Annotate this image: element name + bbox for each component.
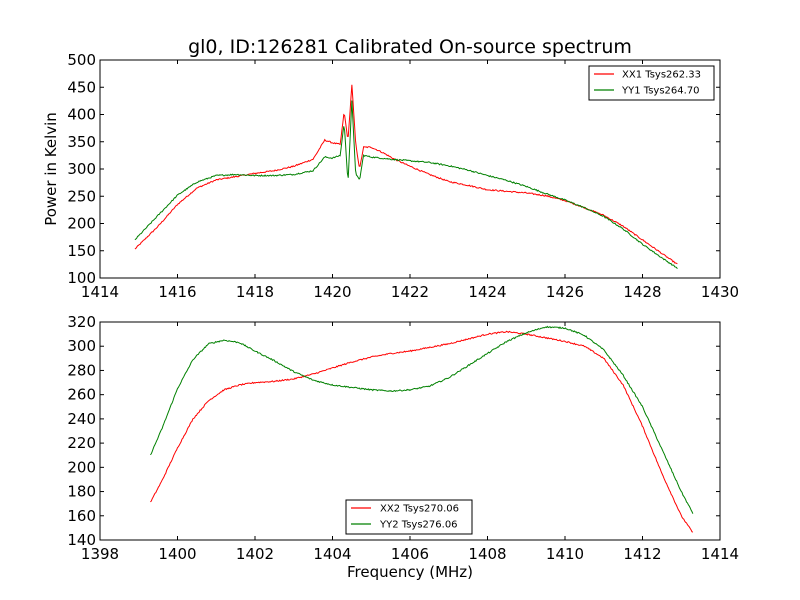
top-chart-title: gl0, ID:126281 Calibrated On-source spec… — [188, 36, 632, 58]
top-series-line-2 — [134, 100, 678, 270]
bottom-y-tick-label: 240 — [67, 410, 96, 428]
top-y-tick-label: 300 — [67, 160, 96, 178]
top-y-tick-label: 250 — [67, 187, 96, 205]
top-legend-yy1-label: YY1 Tsys264.70 — [621, 86, 700, 97]
bottom-series-line-2 — [150, 325, 694, 514]
bottom-panel: 1398 1400 1402 1404 1406 1408 1410 1412 1414 140 1… — [67, 313, 739, 581]
bottom-plot-frame — [99, 321, 721, 541]
bottom-legend: XX2 Tsys270.06 YY2 Tsys276.06 — [345, 499, 473, 535]
top-y-tick-label: 200 — [67, 215, 96, 233]
top-plot-frame — [99, 59, 721, 279]
top-y-tick-label: 500 — [67, 51, 96, 69]
top-legend-box — [588, 65, 715, 101]
top-x-tick-label: 1428 — [623, 283, 661, 301]
top-x-tick-label: 1420 — [313, 283, 351, 301]
bottom-legend-xx2-label: XX2 Tsys270.06 — [380, 504, 459, 515]
bottom-y-tick-label: 320 — [67, 313, 96, 331]
bottom-series-line-1 — [150, 330, 694, 533]
top-x-tick-label: 1422 — [391, 283, 429, 301]
bottom-x-tick-label: 1398 — [81, 545, 119, 563]
bottom-plot-area: 1398 1400 1402 1404 1406 1408 1410 1412 1414 140 1… — [67, 313, 739, 563]
top-x-tick-label: 1416 — [158, 283, 196, 301]
bottom-legend-yy2-label: YY2 Tsys276.06 — [379, 520, 458, 531]
bottom-y-tick-label: 160 — [67, 507, 96, 525]
bottom-x-tick-label: 1404 — [313, 545, 351, 563]
top-plot-area: 1414 1416 1418 1420 1422 1424 1426 1428 1430 100 1… — [67, 51, 739, 301]
top-y-tick-label: 100 — [67, 269, 96, 287]
bottom-x-tick-label: 1402 — [236, 545, 274, 563]
bottom-y-tick-label: 280 — [67, 361, 96, 379]
bottom-y-tick-label: 220 — [67, 434, 96, 452]
bottom-x-tick-label: 1414 — [701, 545, 739, 563]
top-legend: XX1 Tsys262.33 YY1 Tsys264.70 — [588, 65, 715, 101]
top-y-axis-label: Power in Kelvin — [42, 112, 60, 226]
bottom-y-tick-label: 200 — [67, 458, 96, 476]
bottom-x-tick-label: 1406 — [391, 545, 429, 563]
top-x-tick-label: 1430 — [701, 283, 739, 301]
top-legend-xx1-label: XX1 Tsys262.33 — [622, 70, 701, 81]
bottom-y-tick-label: 260 — [67, 386, 96, 404]
bottom-y-tick-label: 140 — [67, 531, 96, 549]
bottom-x-tick-label: 1400 — [158, 545, 196, 563]
top-y-tick-label: 150 — [67, 242, 96, 260]
bottom-x-axis-label: Frequency (MHz) — [347, 563, 473, 581]
top-y-tick-label: 450 — [67, 78, 96, 96]
bottom-y-tick-label: 180 — [67, 483, 96, 501]
bottom-x-tick-label: 1408 — [468, 545, 506, 563]
top-y-tick-label: 400 — [67, 106, 96, 124]
bottom-y-tick-label: 300 — [67, 337, 96, 355]
top-series-line-1 — [134, 84, 678, 265]
top-x-tick-label: 1426 — [546, 283, 584, 301]
bottom-x-tick-label: 1410 — [546, 545, 584, 563]
top-panel: gl0, ID:126281 Calibrated On-source spec… — [42, 36, 739, 301]
bottom-legend-box — [345, 499, 473, 535]
top-x-tick-label: 1418 — [236, 283, 274, 301]
top-x-tick-label: 1424 — [468, 283, 506, 301]
bottom-x-tick-label: 1412 — [623, 545, 661, 563]
top-x-tick-label: 1414 — [81, 283, 119, 301]
top-y-tick-label: 350 — [67, 133, 96, 151]
